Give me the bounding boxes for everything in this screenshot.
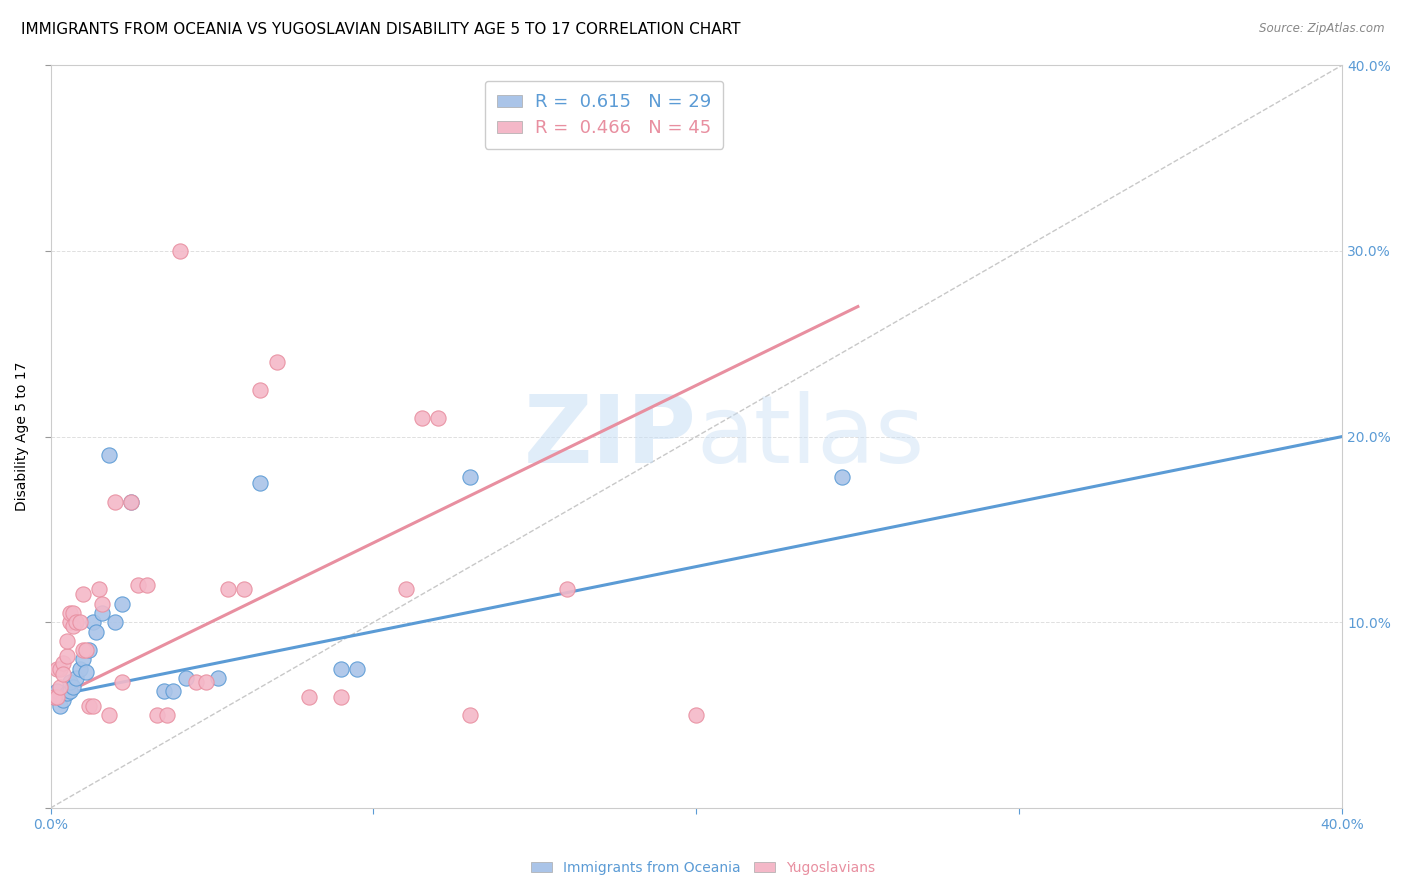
Point (84, 624, 107, 639)
Point (460, 708, 482, 723)
Point (75, 643, 97, 657)
Point (52, 667, 75, 681)
Point (555, 582, 578, 596)
Point (91, 606, 114, 620)
Point (77, 698, 100, 713)
Point (97, 448, 120, 462)
Point (120, 494, 142, 508)
Text: atlas: atlas (696, 391, 925, 483)
Point (97, 708, 120, 723)
Point (427, 411, 450, 425)
Point (59, 615, 82, 630)
Point (62, 606, 84, 620)
Point (330, 690, 353, 704)
Point (174, 671, 197, 685)
Point (146, 708, 169, 723)
Text: ZIP: ZIP (523, 391, 696, 483)
Point (72, 587, 94, 601)
Point (49, 680, 72, 694)
Point (42, 690, 65, 704)
Point (65, 615, 87, 630)
Point (65, 671, 87, 685)
Text: Source: ZipAtlas.com: Source: ZipAtlas.com (1260, 22, 1385, 36)
Point (152, 684, 174, 698)
Point (127, 578, 149, 592)
Point (110, 597, 132, 611)
Point (87, 582, 110, 596)
Point (233, 582, 256, 596)
Point (55, 686, 77, 700)
Point (55, 648, 77, 663)
Point (52, 656, 75, 670)
Point (266, 355, 288, 369)
Point (72, 652, 94, 666)
Point (82, 698, 104, 713)
Point (69, 615, 91, 630)
Point (395, 582, 418, 596)
Point (49, 662, 72, 676)
Point (104, 494, 127, 508)
Point (46, 662, 69, 676)
Point (460, 470, 482, 484)
Point (62, 680, 84, 694)
Point (217, 582, 239, 596)
Point (184, 674, 207, 689)
Point (77, 643, 100, 657)
Point (46, 690, 69, 704)
Point (156, 708, 179, 723)
Point (249, 475, 271, 490)
Point (346, 662, 368, 676)
Point (55, 633, 77, 648)
Point (59, 606, 82, 620)
Y-axis label: Disability Age 5 to 17: Disability Age 5 to 17 (15, 362, 30, 511)
Point (59, 674, 82, 689)
Point (330, 662, 353, 676)
Point (194, 674, 217, 689)
Legend: Immigrants from Oceania, Yugoslavians: Immigrants from Oceania, Yugoslavians (526, 855, 880, 880)
Text: IMMIGRANTS FROM OCEANIA VS YUGOSLAVIAN DISABILITY AGE 5 TO 17 CORRELATION CHART: IMMIGRANTS FROM OCEANIA VS YUGOSLAVIAN D… (21, 22, 741, 37)
Point (298, 690, 321, 704)
Point (59, 684, 82, 698)
Point (831, 470, 853, 484)
Point (685, 708, 707, 723)
Point (82, 615, 104, 630)
Point (72, 643, 94, 657)
Point (249, 383, 271, 397)
Point (49, 698, 72, 713)
Legend: R =  0.615   N = 29, R =  0.466   N = 45: R = 0.615 N = 29, R = 0.466 N = 45 (485, 81, 723, 149)
Point (42, 690, 65, 704)
Point (104, 615, 127, 630)
Point (75, 665, 97, 680)
Point (162, 684, 184, 698)
Point (207, 671, 229, 685)
Point (52, 693, 75, 707)
Point (120, 494, 142, 508)
Point (136, 578, 159, 592)
Point (62, 619, 84, 633)
Point (110, 674, 132, 689)
Point (46, 684, 69, 698)
Point (91, 597, 114, 611)
Point (411, 411, 433, 425)
Point (69, 662, 91, 676)
Point (169, 244, 191, 258)
